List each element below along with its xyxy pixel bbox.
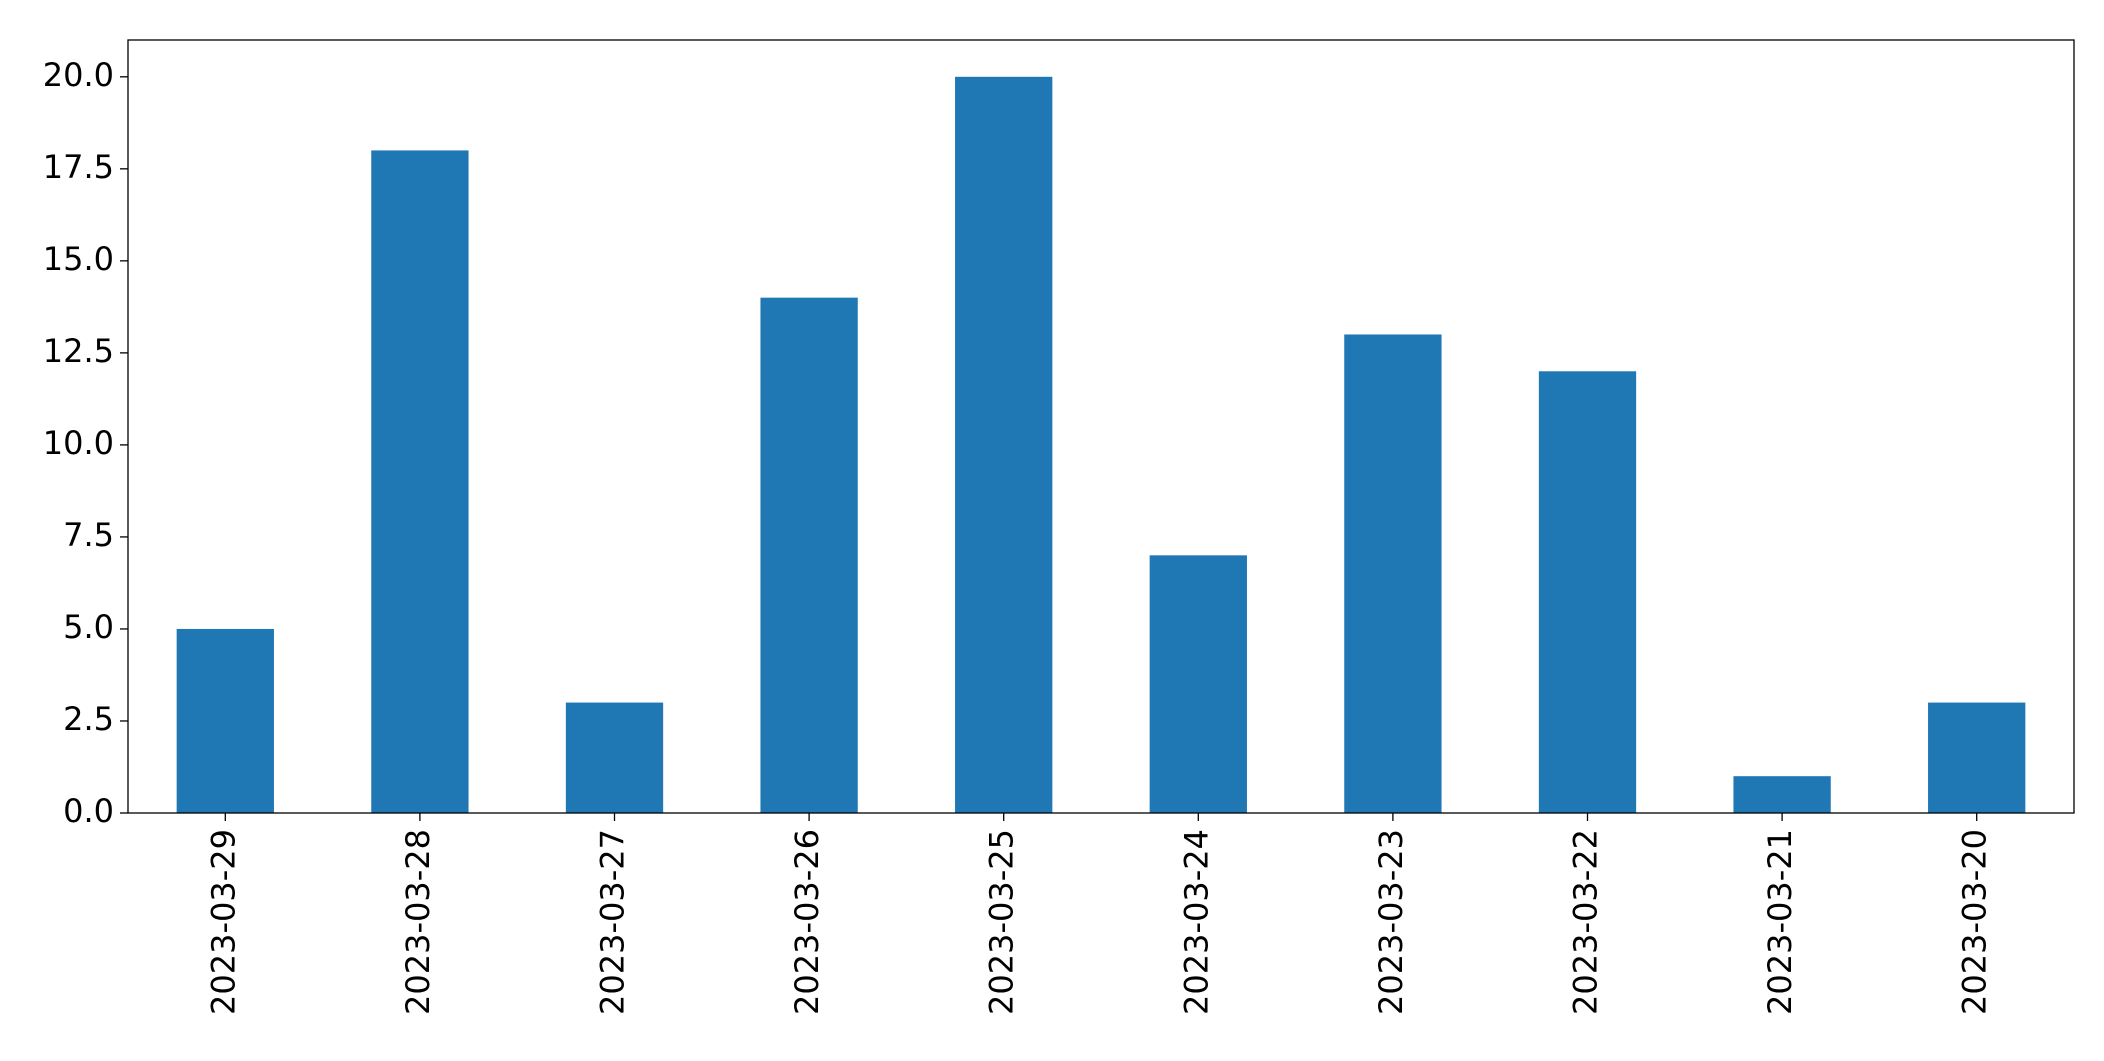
bar — [1538, 371, 1637, 813]
plot-frame — [127, 39, 2075, 814]
bar — [565, 702, 664, 813]
bar — [1344, 334, 1442, 813]
x-tick-label: 2023-03-21 — [1761, 829, 1799, 1015]
x-tick-label: 2023-03-24 — [1177, 829, 1215, 1015]
x-tick-label: 2023-03-28 — [399, 829, 437, 1015]
y-tick-label: 20.0 — [43, 56, 114, 94]
x-tick-label: 2023-03-27 — [594, 829, 632, 1015]
y-tick-label: 2.5 — [63, 700, 114, 738]
bar — [1733, 776, 1831, 813]
y-tick-label: 10.0 — [43, 424, 114, 462]
y-tick-label: 15.0 — [43, 240, 114, 278]
x-tick-label: 2023-03-29 — [204, 829, 242, 1015]
x-tick-label: 2023-03-26 — [788, 829, 826, 1015]
y-tick-label: 17.5 — [43, 148, 114, 186]
y-tick-label: 7.5 — [63, 516, 114, 554]
x-tick-label: 2023-03-23 — [1372, 829, 1410, 1015]
x-tick-label: 2023-03-25 — [983, 829, 1021, 1015]
bar — [371, 150, 469, 813]
x-tick-label: 2023-03-20 — [1956, 829, 1994, 1015]
y-tick-label: 12.5 — [43, 332, 114, 370]
bar — [1928, 702, 2026, 813]
y-tick-label: 0.0 — [63, 792, 114, 830]
bar — [176, 628, 274, 813]
y-tick-label: 5.0 — [63, 608, 114, 646]
bar — [760, 297, 858, 814]
bar — [1149, 555, 1247, 813]
bar — [955, 76, 1053, 814]
x-tick-label: 2023-03-22 — [1567, 829, 1605, 1015]
